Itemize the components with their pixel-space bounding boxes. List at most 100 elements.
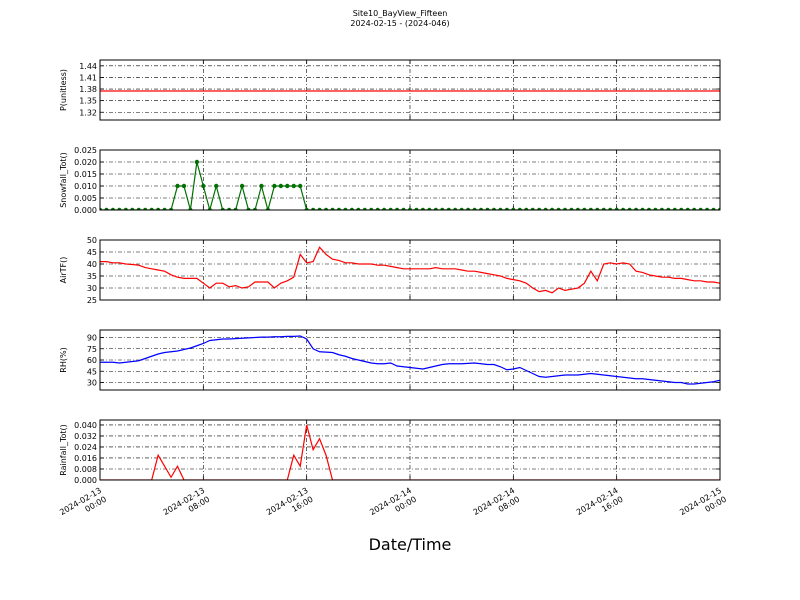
data-point xyxy=(517,207,522,210)
y-tick-label: 0.032 xyxy=(74,432,97,441)
data-point xyxy=(343,207,348,210)
y-tick-label: 0.015 xyxy=(74,170,97,179)
data-point xyxy=(608,207,613,210)
data-point xyxy=(569,207,574,210)
y-tick-label: 1.44 xyxy=(79,62,97,71)
data-point xyxy=(310,207,316,210)
data-point xyxy=(149,207,154,210)
y-tick-label: 0.000 xyxy=(74,206,97,215)
data-point xyxy=(562,207,568,210)
data-point xyxy=(427,207,432,210)
data-point xyxy=(285,183,290,189)
data-point xyxy=(110,207,116,210)
data-point xyxy=(601,207,606,210)
x-axis-label: Date/Time xyxy=(369,535,452,554)
data-point xyxy=(155,207,161,210)
data-point xyxy=(627,207,632,210)
data-point xyxy=(511,207,516,210)
axes-frame xyxy=(99,329,721,391)
data-point xyxy=(265,207,271,210)
data-point xyxy=(394,207,400,210)
axes-frame xyxy=(99,59,721,121)
y-tick-label: 60 xyxy=(87,356,97,365)
y-tick-label: 90 xyxy=(87,334,97,343)
data-point xyxy=(582,207,587,210)
data-point xyxy=(595,207,600,210)
data-point xyxy=(524,207,529,210)
data-point xyxy=(304,207,309,210)
plot-area xyxy=(100,335,720,385)
data-point xyxy=(381,207,387,210)
y-tick-label: 0.020 xyxy=(74,158,97,167)
data-point xyxy=(614,207,619,210)
data-point xyxy=(498,207,503,210)
data-point xyxy=(143,207,148,210)
data-point xyxy=(323,207,329,210)
data-point xyxy=(259,183,264,189)
axes-frame xyxy=(99,419,721,481)
data-point xyxy=(123,207,129,210)
data-point xyxy=(401,207,406,210)
data-point xyxy=(414,207,419,210)
data-point xyxy=(220,207,225,210)
data-point xyxy=(530,207,535,210)
data-point xyxy=(478,207,484,210)
chart-subtitle: 2024-02-15 - (2024-046) xyxy=(350,19,449,28)
y-tick-label: 30 xyxy=(87,284,97,293)
y-tick-label: 0.000 xyxy=(74,476,97,485)
data-point xyxy=(194,159,200,165)
data-point xyxy=(588,207,594,210)
y-axis-label: Snowfall_Tot() xyxy=(59,152,68,208)
x-tick-label: 2024-02-1308:00 xyxy=(162,486,212,526)
y-tick-label: 40 xyxy=(87,260,97,269)
data-point xyxy=(252,207,258,210)
y-tick-label: 0.010 xyxy=(74,182,97,191)
data-point xyxy=(298,183,303,189)
y-tick-label: 30 xyxy=(87,379,97,388)
y-tick-label: 50 xyxy=(87,236,97,245)
data-point xyxy=(375,207,380,210)
data-point xyxy=(433,207,439,210)
data-point xyxy=(491,207,497,210)
y-axis-label: RH(%) xyxy=(59,347,68,372)
y-axis-label: AirTF() xyxy=(59,257,68,284)
data-point xyxy=(679,207,684,210)
data-point xyxy=(233,207,238,210)
data-point xyxy=(440,207,445,210)
data-point xyxy=(465,207,471,210)
data-point xyxy=(704,207,710,210)
data-point xyxy=(504,207,510,210)
data-point xyxy=(575,207,581,210)
data-point xyxy=(330,207,335,210)
y-tick-label: 35 xyxy=(87,272,97,281)
y-tick-label: 1.41 xyxy=(79,73,97,82)
data-point xyxy=(278,183,284,189)
x-tick-label: 2024-02-1316:00 xyxy=(265,486,315,526)
data-point xyxy=(691,207,697,210)
x-tick-label: 2024-02-1416:00 xyxy=(575,486,625,526)
chart-title: Site10_BayView_Fifteen xyxy=(353,9,448,18)
y-tick-label: 1.32 xyxy=(79,108,97,117)
y-tick-label: 1.38 xyxy=(79,85,97,94)
y-tick-label: 0.008 xyxy=(74,465,97,474)
data-point xyxy=(485,207,490,210)
y-tick-label: 75 xyxy=(87,345,97,354)
x-tick-label: 2024-02-1400:00 xyxy=(368,486,418,526)
data-point xyxy=(620,207,626,210)
data-point xyxy=(168,207,174,210)
data-point xyxy=(356,207,361,210)
axes-frame xyxy=(99,149,721,211)
data-point xyxy=(420,207,426,210)
data-point xyxy=(653,207,658,210)
data-point xyxy=(181,183,187,189)
data-point xyxy=(362,207,367,210)
data-point xyxy=(239,183,245,189)
y-tick-label: 1.35 xyxy=(79,97,97,106)
data-point xyxy=(698,207,703,210)
data-point xyxy=(349,207,355,210)
data-line xyxy=(100,335,720,385)
y-tick-label: 0.024 xyxy=(74,443,97,452)
y-tick-label: 0.040 xyxy=(74,421,97,430)
data-point xyxy=(188,207,193,210)
data-point xyxy=(100,207,103,210)
